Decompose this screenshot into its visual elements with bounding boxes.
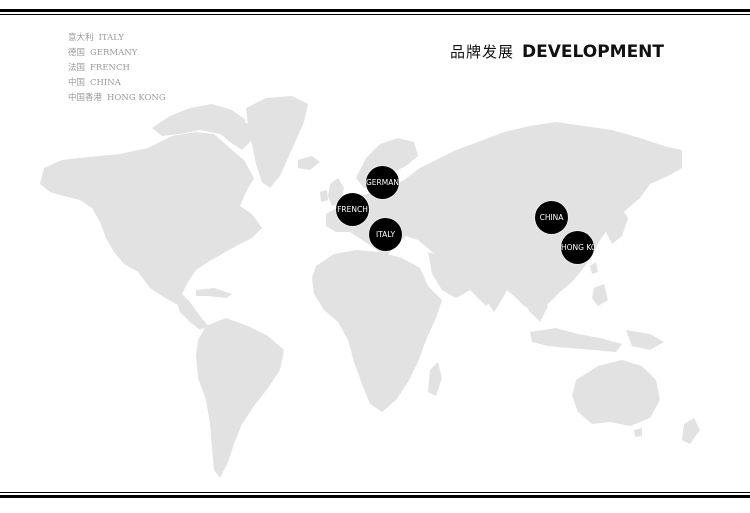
southeast-asia-peninsula (520, 286, 548, 322)
page-title-zh: 品牌发展 (450, 43, 515, 61)
legend-item-french: 法国 FRENCH (68, 61, 166, 76)
legend-item-en: FRENCH (90, 63, 130, 73)
north-america-landmass (40, 132, 262, 304)
japan (606, 206, 628, 244)
legend-item-en: GERMANY (90, 48, 138, 58)
legend-item-hong-kong: 中国香港 HONG KONG (68, 91, 166, 106)
legend-item-zh: 中国 (68, 78, 86, 88)
madagascar (428, 362, 442, 396)
eurasia-landmass (326, 122, 682, 312)
legend-item-en: HONG KONG (107, 93, 166, 103)
south-america (196, 318, 284, 478)
central-america (176, 300, 208, 330)
legend-item-zh: 法国 (68, 63, 86, 73)
legend-item-china: 中国 CHINA (68, 76, 166, 91)
land-masses (40, 96, 700, 478)
greenland (246, 96, 308, 188)
taiwan (590, 262, 598, 274)
legend-item-italy: 意大利 ITALY (68, 31, 166, 46)
top-border-thick (0, 9, 750, 12)
marker-hong-kong[interactable]: HONG KONG (561, 231, 594, 264)
new-guinea (626, 330, 664, 350)
bottom-border-thick (0, 495, 750, 498)
baffin-island (214, 112, 252, 150)
marker-italy[interactable]: ITALY (369, 218, 402, 251)
australia (572, 360, 660, 426)
tasmania (634, 428, 642, 437)
page-title-en: DEVELOPMENT (522, 41, 665, 62)
legend-item-zh: 意大利 (68, 33, 94, 43)
marker-germany[interactable]: GERMANY (366, 166, 399, 199)
indonesia-islands (530, 328, 622, 352)
legend-item-germany: 德国 GERMANY (68, 46, 166, 61)
new-zealand (682, 418, 700, 444)
country-legend: 意大利 ITALY 德国 GERMANY 法国 FRENCH 中国 CHINA 中国香港… (68, 31, 166, 106)
philippines (592, 284, 608, 306)
legend-item-zh: 中国香港 (68, 93, 103, 103)
iceland (298, 156, 320, 170)
top-border-thin (0, 14, 750, 15)
bottom-border-thin (0, 492, 750, 493)
legend-item-zh: 德国 (68, 48, 86, 58)
africa (312, 250, 442, 412)
marker-china[interactable]: CHINA (535, 201, 568, 234)
page-title: 品牌发展 DEVELOPMENT (450, 41, 664, 62)
caribbean-islands (196, 288, 232, 298)
marker-french[interactable]: FRENCH (336, 193, 369, 226)
indian-subcontinent (478, 262, 512, 312)
legend-item-en: ITALY (98, 33, 124, 43)
arabian-peninsula (428, 252, 470, 298)
legend-item-en: CHINA (90, 78, 121, 88)
ireland (320, 190, 328, 202)
